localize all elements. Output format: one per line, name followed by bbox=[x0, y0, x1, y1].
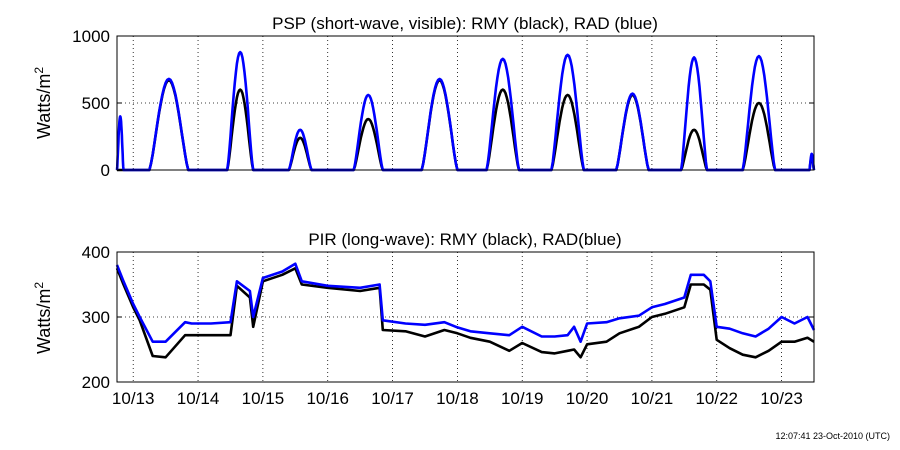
psp-ylabel-text: Watts/m bbox=[34, 74, 54, 139]
psp-series-rad bbox=[115, 50, 816, 172]
psp-y-tick-label: 0 bbox=[101, 161, 110, 180]
pir-panel: PIR (long-wave): RMY (black), RAD(blue) … bbox=[32, 230, 816, 408]
psp-series-rmy bbox=[117, 78, 816, 172]
psp-grid bbox=[117, 36, 814, 170]
psp-ylabel-sup: 2 bbox=[32, 67, 46, 74]
pir-x-tick-label: 10/15 bbox=[242, 389, 285, 408]
pir-x-tick-label: 10/20 bbox=[566, 389, 609, 408]
psp-y-tick-label: 500 bbox=[82, 94, 110, 113]
svg-text:Watts/m2: Watts/m2 bbox=[32, 67, 54, 139]
pir-y-tick-label: 200 bbox=[82, 373, 110, 392]
pir-x-tick-label: 10/13 bbox=[112, 389, 155, 408]
psp-series bbox=[115, 50, 816, 172]
pir-y-tick-label: 300 bbox=[82, 308, 110, 327]
pir-x-ticks: 10/13 10/14 10/15 10/16 10/17 10/18 10/19 10/20… bbox=[112, 389, 803, 408]
timestamp-label: 12:07:41 23-Oct-2010 (UTC) bbox=[775, 431, 890, 441]
pir-ylabel-text: Watts/m bbox=[34, 289, 54, 354]
pir-grid bbox=[117, 252, 814, 382]
pir-x-tick-label: 10/22 bbox=[695, 389, 738, 408]
psp-panel: PSP (short-wave, visible): RMY (black), … bbox=[32, 14, 816, 180]
pir-x-tick-label: 10/23 bbox=[760, 389, 803, 408]
pir-x-tick-label: 10/21 bbox=[631, 389, 674, 408]
pir-y-ticks: 200 300 400 bbox=[82, 243, 814, 392]
svg-text:Watts/m2: Watts/m2 bbox=[32, 282, 54, 354]
pir-x-tick-label: 10/17 bbox=[371, 389, 414, 408]
pir-y-tick-label: 400 bbox=[82, 243, 110, 262]
pir-series bbox=[115, 262, 816, 359]
pir-x-tick-label: 10/18 bbox=[436, 389, 479, 408]
pir-x-tick-label: 10/16 bbox=[306, 389, 349, 408]
pir-x-tick-label: 10/14 bbox=[177, 389, 220, 408]
pir-title: PIR (long-wave): RMY (black), RAD(blue) bbox=[308, 230, 621, 249]
psp-title: PSP (short-wave, visible): RMY (black), … bbox=[272, 14, 658, 33]
pir-series-rad bbox=[115, 262, 816, 343]
psp-y-tick-label: 1000 bbox=[72, 27, 110, 46]
psp-y-axis-label: Watts/m2 bbox=[32, 67, 54, 139]
pir-series-rmy bbox=[115, 267, 815, 359]
pir-ylabel-sup: 2 bbox=[32, 282, 46, 289]
pir-y-axis-label: Watts/m2 bbox=[32, 282, 54, 354]
pir-x-tick-label: 10/19 bbox=[501, 389, 544, 408]
psp-y-ticks: 0 500 1000 bbox=[72, 27, 814, 180]
